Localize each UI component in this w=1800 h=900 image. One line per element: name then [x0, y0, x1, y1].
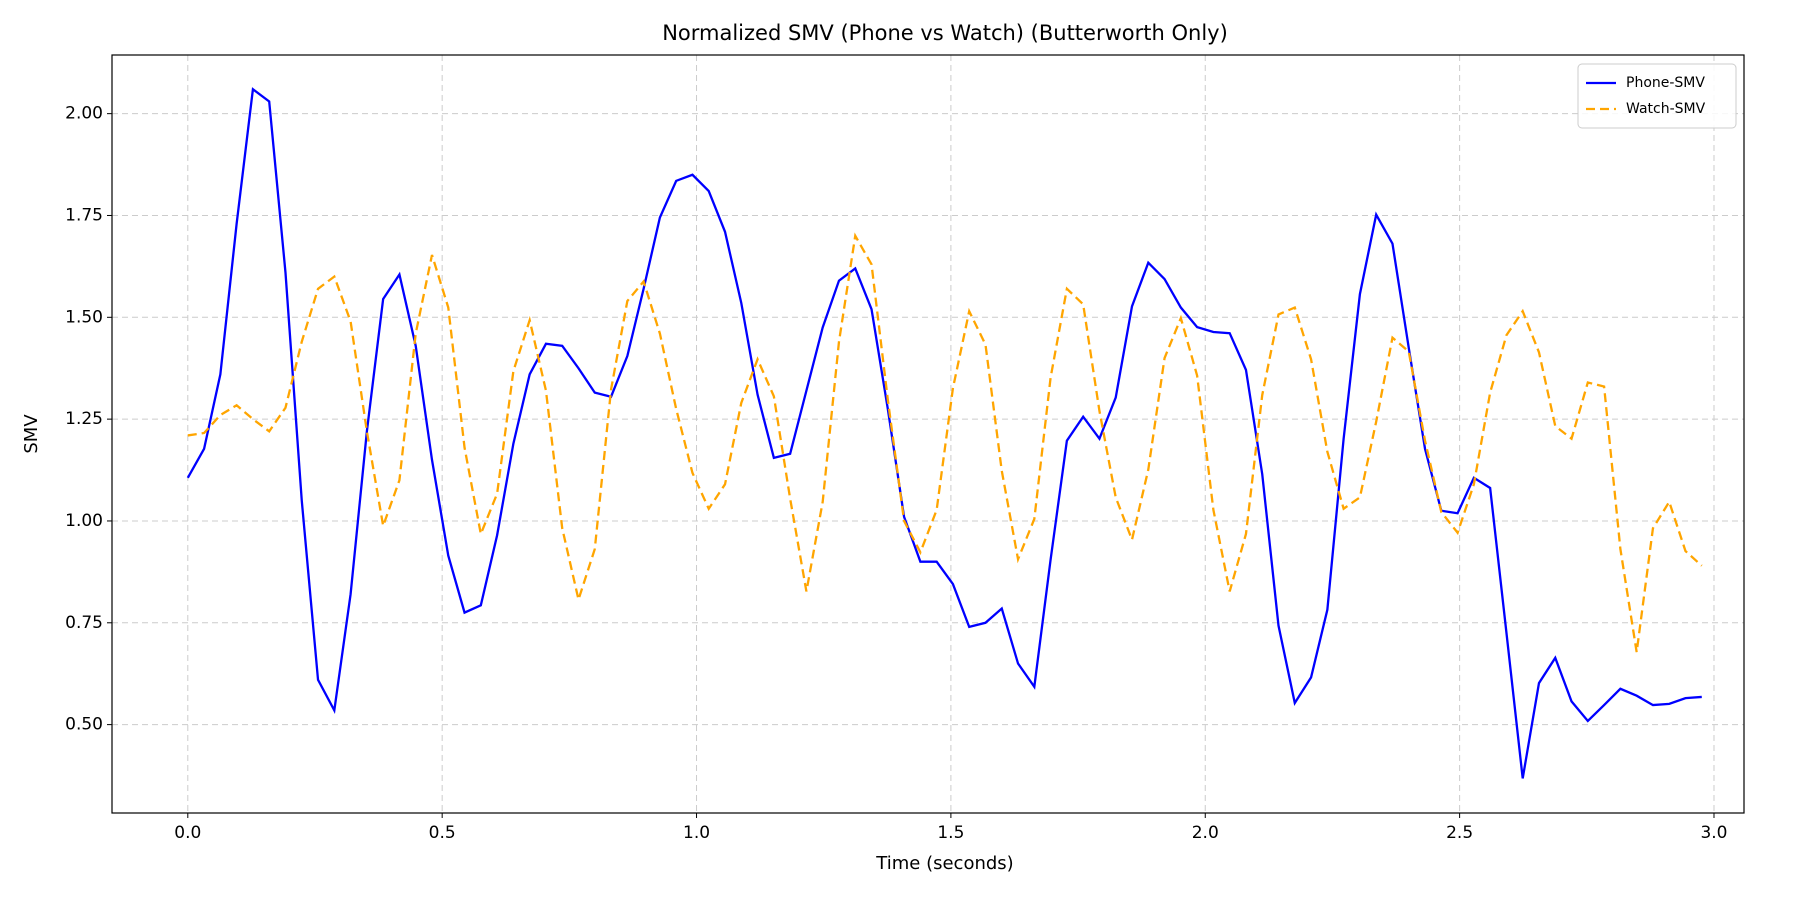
y-tick-label: 1.25 — [65, 409, 103, 429]
chart-title: Normalized SMV (Phone vs Watch) (Butterw… — [662, 21, 1228, 45]
data-line — [187, 232, 1703, 653]
x-tick-label: 3.0 — [1700, 823, 1727, 843]
x-tick-label: 1.0 — [683, 823, 710, 843]
legend: Phone-SMV Watch-SMV — [1577, 63, 1737, 129]
y-axis-label: SMV — [21, 414, 42, 454]
x-tick-label: 1.5 — [937, 823, 964, 843]
x-tick-label: 2.5 — [1446, 823, 1473, 843]
legend-box — [1577, 63, 1737, 129]
y-tick-label: 2.00 — [65, 104, 103, 124]
x-tick-label: 2.0 — [1192, 823, 1219, 843]
x-axis-label: Time (seconds) — [875, 853, 1013, 874]
data-line — [186, 87, 1702, 779]
x-tick-label: 0.5 — [429, 823, 456, 843]
y-tick-label: 1.75 — [65, 205, 103, 225]
y-tick-label: 1.00 — [65, 511, 103, 531]
x-tick-label: 0.0 — [174, 823, 201, 843]
y-tick-label: 0.75 — [65, 613, 103, 633]
y-tick-label: 0.50 — [65, 715, 103, 735]
legend-label: Phone-SMV — [1626, 75, 1705, 91]
y-tick-label: 1.50 — [65, 307, 103, 327]
plot-frame — [111, 54, 1745, 814]
legend-label: Watch-SMV — [1626, 101, 1706, 117]
